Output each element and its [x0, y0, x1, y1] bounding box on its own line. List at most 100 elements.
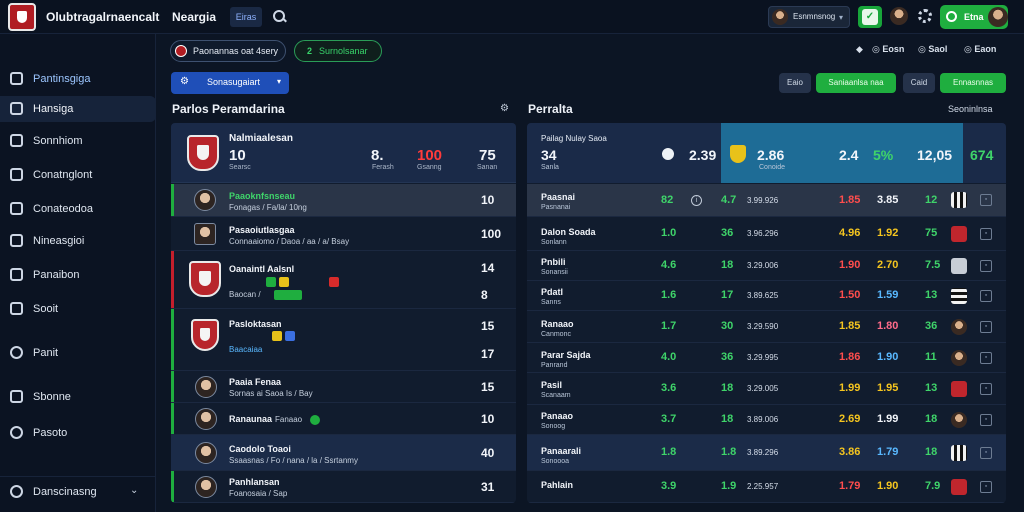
- row-action-icon[interactable]: ▫: [980, 228, 992, 240]
- clock-icon[interactable]: ◎ Eosn: [872, 44, 905, 54]
- table-row[interactable]: Dalon Soada Sonlann 1.0 36 3.96.296 4.96…: [527, 217, 1006, 251]
- player-name: Paaoknfsnseau: [229, 191, 296, 201]
- table-row[interactable]: Paasnai Pasnanai 82 i 4.7 3.99.926 1.85 …: [527, 184, 1006, 217]
- toolbar-button[interactable]: Ennasnnas: [940, 73, 1006, 93]
- row-action-icon[interactable]: ▫: [980, 194, 992, 206]
- summary-stat: 2.86: [757, 147, 785, 163]
- row-label: Pnbili: [541, 257, 566, 267]
- right-section-link[interactable]: Seoninlnsa: [948, 104, 993, 114]
- sidebar-item[interactable]: Pasoto: [0, 420, 156, 446]
- match-pill-label: Paonannas oat 4sery: [193, 46, 279, 56]
- table-row[interactable]: Pasil Scanaam 3.6 18 3.29.005 1.99 1.95 …: [527, 373, 1006, 405]
- stat-detail: 3.89.296: [747, 448, 779, 457]
- top-nav-chip[interactable]: Eiras: [230, 7, 262, 27]
- badge: [266, 277, 276, 288]
- sidebar-item-home[interactable]: Pantinsgiga: [0, 66, 156, 92]
- club-logo-icon[interactable]: [8, 3, 36, 31]
- row-action-icon[interactable]: ▫: [980, 447, 992, 459]
- table-row[interactable]: Pnbili Sonansii 4.6 18 3.29.006 1.90 2.7…: [527, 251, 1006, 281]
- table-row[interactable]: Paaia Fenaa Sornas ai Saoa Is / Bay 15: [171, 371, 516, 403]
- settings-icon[interactable]: ⚙: [500, 103, 509, 114]
- stat-value: 1.92: [877, 227, 899, 239]
- player-name: Pasloktasan: [229, 319, 282, 329]
- table-row[interactable]: Oanaintl Aalsnl Baocan / 14 8: [171, 251, 516, 309]
- avatar[interactable]: [890, 7, 908, 25]
- settings-icon[interactable]: ◎ Saol: [918, 44, 948, 54]
- row-action-icon[interactable]: ▫: [980, 260, 992, 272]
- sidebar-item[interactable]: Panit: [0, 340, 156, 366]
- sidebar-item-active[interactable]: Hansiga: [0, 96, 156, 122]
- table-row[interactable]: Pahlain 3.9 1.9 2.25.957 1.79 1.90 7.9 ▫: [527, 471, 1006, 503]
- bell-icon[interactable]: ◆: [856, 44, 863, 54]
- stat-value: 1.9: [721, 480, 737, 492]
- stat-value: 1.80: [877, 320, 899, 332]
- table-row[interactable]: Pasloktasan Baacaiaa 15 17: [171, 309, 516, 371]
- sidebar-search[interactable]: Danscinasng: [0, 479, 156, 505]
- row-action-icon[interactable]: ▫: [980, 383, 992, 395]
- stat-value: 82: [661, 194, 674, 206]
- stat-value: 18: [721, 259, 734, 271]
- player-name: Oanaintl Aalsnl: [229, 264, 295, 274]
- login-button[interactable]: Etna: [940, 5, 1008, 29]
- toolbar-button[interactable]: Eaio: [779, 73, 811, 93]
- brand-name[interactable]: Olubtragalrnaencalt: [46, 10, 160, 24]
- row-label: Pdatl: [541, 287, 564, 297]
- chevron-down-icon[interactable]: ⌄: [130, 485, 139, 496]
- sidebar-item-label: Pantinsgiga: [33, 73, 91, 85]
- toolbar-button[interactable]: Saniaanlsa naa: [816, 73, 896, 93]
- table-row[interactable]: Pdatl Sanns 1.6 17 3.89.625 1.50 1.59 13…: [527, 281, 1006, 311]
- season-dropdown[interactable]: ⚙ Sonasugaiart ▾: [171, 72, 289, 94]
- row-action-icon[interactable]: ▫: [980, 414, 992, 426]
- status-toggle-button[interactable]: ✓: [858, 6, 882, 28]
- stat-detail: 3.89.625: [747, 291, 779, 300]
- table-row[interactable]: Ranaao Canmonc 1.7 30 3.29.590 1.85 1.80…: [527, 311, 1006, 343]
- sidebar-item[interactable]: Sooit: [0, 296, 156, 322]
- sidebar-footer[interactable]: Danscinasng ⌄: [0, 476, 156, 506]
- action-label: Saol: [928, 44, 948, 54]
- row-label: Ranaao: [541, 319, 574, 329]
- player-avatar: [195, 442, 217, 464]
- sidebar-item[interactable]: Panaibon: [0, 262, 156, 288]
- filter-pill[interactable]: 2 Surnolsanar: [294, 40, 382, 62]
- table-row[interactable]: Paaoknfsnseau Fonagas / Fa/la/ 10ng 10: [171, 184, 516, 217]
- table-row[interactable]: Ranaunaa Fanaao 10: [171, 403, 516, 435]
- table-row[interactable]: Panhlansan Foanosaia / Sap 31: [171, 471, 516, 503]
- sidebar-item[interactable]: Conatnglont: [0, 162, 156, 188]
- action-label: Eosn: [882, 44, 905, 54]
- user-select-dropdown[interactable]: Esnmnsnog ▾: [768, 6, 850, 28]
- row-action-icon[interactable]: ▫: [980, 481, 992, 493]
- search-icon[interactable]: [272, 9, 286, 23]
- sidebar-item[interactable]: Sonnhiom: [0, 128, 156, 154]
- top-nav-link[interactable]: Neargia: [172, 10, 217, 24]
- info-icon[interactable]: i: [691, 195, 702, 206]
- stat-value: 3.6: [661, 382, 677, 394]
- stat-value: 18: [925, 413, 938, 425]
- player-name: Panhlansan: [229, 477, 280, 487]
- table-row[interactable]: Panaarali Sonoooa 1.8 1.8 3.89.296 3.86 …: [527, 435, 1006, 471]
- gear-icon[interactable]: [918, 9, 932, 23]
- summary-stat: 2.39: [689, 147, 717, 163]
- sidebar-item[interactable]: Nineasgioi: [0, 228, 156, 254]
- sidebar-item[interactable]: Conateodoa: [0, 196, 156, 222]
- match-pill[interactable]: Paonannas oat 4sery: [170, 40, 286, 62]
- row-action-icon[interactable]: ▫: [980, 290, 992, 302]
- table-row[interactable]: Pasaoiutlasgaa Connaaiomo / Daoa / aa / …: [171, 217, 516, 251]
- sidebar-item-label: Hansiga: [33, 103, 74, 115]
- row-sublabel: Canmonc: [541, 331, 571, 338]
- stat-value: 36: [925, 320, 938, 332]
- row-action-icon[interactable]: ▫: [980, 352, 992, 364]
- sidebar-item[interactable]: Sbonne: [0, 384, 156, 410]
- share-icon[interactable]: ◎ Eaon: [964, 44, 997, 54]
- table-row[interactable]: Caodolo Toaoi Ssaasnas / Fo / nana / la …: [171, 435, 516, 471]
- table-row[interactable]: Parar Sajda Panrand 4.0 36 3.29.995 1.86…: [527, 343, 1006, 373]
- sidebar-footer-label: Danscinasng: [33, 486, 97, 498]
- info-icon: [10, 426, 23, 439]
- shirt-icon: [10, 102, 23, 115]
- table-row[interactable]: Panaao Sonoog 3.7 18 3.89.006 2.69 1.99 …: [527, 405, 1006, 435]
- row-action-icon[interactable]: ▫: [980, 321, 992, 333]
- player-name: Ranaunaa: [229, 414, 273, 424]
- stat-value: 1.79: [877, 446, 899, 458]
- toolbar-button[interactable]: Caid: [903, 73, 935, 93]
- player-name: Pasaoiutlasgaa: [229, 225, 295, 235]
- stat-value: 1.79: [839, 480, 861, 492]
